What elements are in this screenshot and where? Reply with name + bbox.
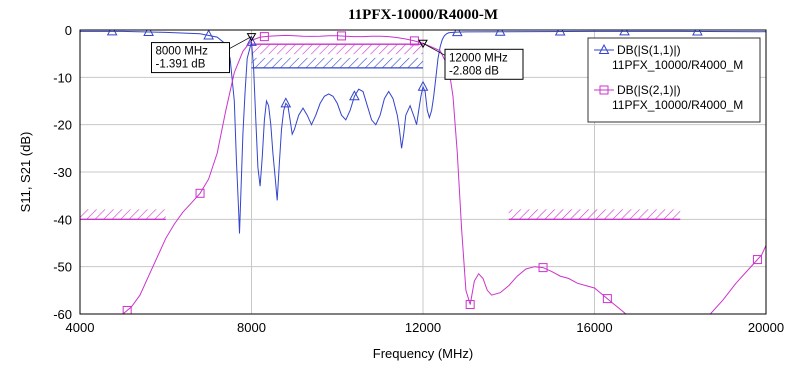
marker-pointer: [246, 33, 257, 42]
series-1: [80, 30, 766, 234]
legend: DB(|S(1,1)|)11PFX_10000/R4000_MDB(|S(2,1…: [587, 37, 761, 123]
y-tick-label: -40: [53, 212, 72, 227]
marker-frequency: 12000 MHz: [449, 52, 508, 64]
legend-series-sub: 11PFX_10000/R4000_M: [612, 58, 743, 72]
legend-item: DB(|S(2,1)|)11PFX_10000/R4000_M: [594, 83, 743, 112]
series-marker: [259, 32, 269, 42]
marker-annotation: 12000 MHz-2.808 dB: [418, 39, 524, 80]
series-marker: [122, 305, 132, 314]
series-marker: [203, 30, 214, 40]
series-marker: [246, 35, 257, 46]
series-marker: [195, 188, 205, 198]
series-marker: [494, 30, 506, 36]
spec-mask: [80, 209, 166, 220]
series-marker: [409, 36, 419, 46]
marker-annotations: 8000 MHz-1.391 dB 12000 MHz-2.808 dB: [151, 33, 524, 80]
tick-labels: 4000 8000 12000 16000 20000 0 -10 -20 -30 -40 -50 -…: [53, 23, 784, 335]
series-line: [122, 34, 627, 314]
spec-mask: [251, 44, 423, 55]
series-marker: [752, 255, 762, 265]
legend-series-sub: 11PFX_10000/R4000_M: [612, 98, 743, 112]
marker-box: [444, 48, 524, 80]
series-marker: [417, 80, 429, 91]
series-line: [709, 245, 766, 314]
marker-leader: [229, 36, 252, 49]
series-marker: [337, 31, 347, 41]
x-axis-label: Frequency (MHz): [373, 346, 473, 361]
y-tick-label: 0: [65, 23, 72, 38]
legend-item: DB(|S(1,1)|)11PFX_10000/R4000_M: [594, 43, 743, 72]
series-marker: [349, 90, 360, 101]
marker-pointer: [418, 39, 428, 49]
marker-frequency: 8000 MHz: [156, 46, 209, 58]
series-marker: [280, 97, 292, 108]
legend-series-name: DB(|S(1,1)|): [617, 43, 681, 57]
series-marker: [692, 30, 703, 36]
series-layer: [80, 30, 766, 314]
x-tick-label: 4000: [66, 320, 95, 335]
series-marker: [465, 300, 475, 310]
marker-box: [151, 42, 230, 74]
y-tick-label: -60: [53, 307, 72, 322]
legend-swatch-marker: [599, 85, 609, 95]
series-marker: [106, 30, 118, 36]
series-marker: [538, 263, 548, 273]
series-marker: [602, 294, 612, 304]
legend-swatch-marker: [598, 43, 610, 54]
series-marker: [619, 30, 630, 36]
y-tick-label: -10: [53, 70, 72, 85]
legend-series-name: DB(|S(2,1)|): [617, 83, 681, 97]
x-tick-label: 16000: [576, 320, 612, 335]
spec-mask: [251, 57, 423, 68]
y-tick-label: -20: [53, 118, 72, 133]
x-tick-label: 8000: [237, 320, 266, 335]
marker-value: -1.391 dB: [156, 59, 206, 71]
series-marker: [451, 30, 463, 37]
x-tick-label: 20000: [748, 320, 784, 335]
y-tick-label: -30: [53, 165, 72, 180]
y-axis-label: S11, S21 (dB): [18, 132, 33, 213]
chart-title: 11PFX-10000/R4000-M: [348, 7, 498, 23]
spec-mask: [508, 209, 681, 220]
y-tick-label: -50: [53, 260, 72, 275]
series-marker: [143, 30, 154, 36]
marker-leader: [422, 42, 446, 56]
series-marker: [554, 30, 566, 36]
legend-box: [587, 37, 761, 123]
series-2: [122, 31, 766, 314]
marker-annotation: 8000 MHz-1.391 dB: [151, 33, 257, 74]
x-tick-label: 12000: [405, 320, 441, 335]
series-line: [80, 30, 766, 234]
spec-masks: [80, 43, 681, 220]
plot-frame: [79, 29, 767, 315]
marker-value: -2.808 dB: [449, 65, 499, 77]
